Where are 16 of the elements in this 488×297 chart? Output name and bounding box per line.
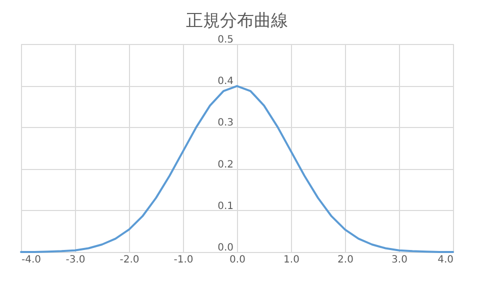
- y-tick-label: 0.0: [218, 242, 234, 254]
- x-tick-label: 3.0: [392, 254, 408, 266]
- x-tick-label: 0.0: [230, 254, 246, 266]
- y-tick-label: 0.5: [218, 34, 234, 46]
- y-tick-label: 0.2: [218, 159, 234, 170]
- x-tick-label: -4.0: [22, 254, 42, 266]
- x-tick-label: -3.0: [66, 254, 86, 266]
- y-tick-label: 0.3: [218, 118, 234, 129]
- x-tick-label: -1.0: [174, 254, 194, 266]
- y-tick-label: 0.1: [218, 200, 234, 212]
- chart-title: 正規分布曲線: [186, 11, 288, 31]
- y-tick-label: 0.4: [218, 76, 234, 88]
- x-tick-label: -2.0: [120, 254, 140, 266]
- x-tick-label: 4.0: [438, 254, 454, 266]
- x-tick-label: 1.0: [284, 254, 300, 266]
- x-tick-label: 2.0: [338, 254, 354, 266]
